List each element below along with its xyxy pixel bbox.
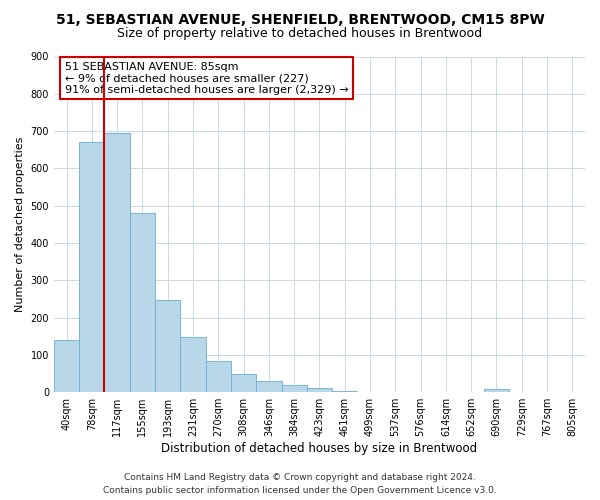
Text: Contains HM Land Registry data © Crown copyright and database right 2024.
Contai: Contains HM Land Registry data © Crown c… xyxy=(103,474,497,495)
Bar xyxy=(104,133,130,392)
X-axis label: Distribution of detached houses by size in Brentwood: Distribution of detached houses by size … xyxy=(161,442,478,455)
Bar xyxy=(332,391,358,392)
Text: Size of property relative to detached houses in Brentwood: Size of property relative to detached ho… xyxy=(118,28,482,40)
Bar xyxy=(281,386,307,392)
Bar xyxy=(231,374,256,392)
Bar xyxy=(130,213,155,392)
Bar xyxy=(256,381,281,392)
Y-axis label: Number of detached properties: Number of detached properties xyxy=(15,136,25,312)
Bar xyxy=(79,142,104,392)
Bar xyxy=(155,300,181,392)
Text: 51, SEBASTIAN AVENUE, SHENFIELD, BRENTWOOD, CM15 8PW: 51, SEBASTIAN AVENUE, SHENFIELD, BRENTWO… xyxy=(56,12,544,26)
Bar xyxy=(484,389,509,392)
Bar xyxy=(206,360,231,392)
Bar xyxy=(181,337,206,392)
Bar xyxy=(54,340,79,392)
Text: 51 SEBASTIAN AVENUE: 85sqm
← 9% of detached houses are smaller (227)
91% of semi: 51 SEBASTIAN AVENUE: 85sqm ← 9% of detac… xyxy=(65,62,348,94)
Bar xyxy=(307,388,332,392)
